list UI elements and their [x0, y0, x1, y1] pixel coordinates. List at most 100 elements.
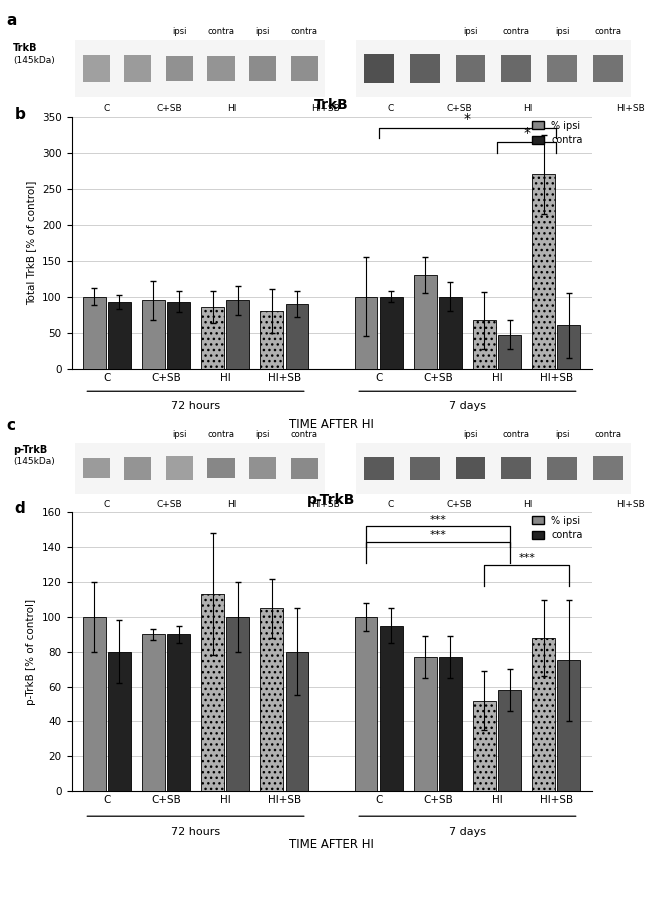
Bar	[499, 334, 521, 369]
Legend: % ipsi, contra: % ipsi, contra	[528, 117, 587, 149]
Bar	[593, 456, 623, 480]
Text: 7 days: 7 days	[449, 827, 486, 837]
Text: ipsi: ipsi	[172, 430, 187, 439]
Bar	[558, 325, 580, 369]
Bar	[499, 690, 521, 791]
Bar	[166, 56, 193, 82]
Bar	[439, 657, 462, 791]
Text: C+SB: C+SB	[447, 104, 472, 113]
Text: ***: ***	[430, 530, 447, 540]
Bar	[547, 457, 577, 480]
Text: ipsi: ipsi	[463, 430, 478, 439]
Text: b: b	[14, 107, 25, 121]
Text: ipsi: ipsi	[463, 27, 478, 36]
Text: C: C	[387, 104, 394, 113]
Text: ipsi: ipsi	[255, 430, 270, 439]
Text: *: *	[523, 126, 530, 140]
Title: TrkB: TrkB	[314, 97, 349, 111]
Bar	[226, 617, 249, 791]
Text: C+SB: C+SB	[156, 104, 182, 113]
Text: HI+SB: HI+SB	[616, 104, 645, 113]
Bar	[285, 304, 308, 369]
Bar	[410, 457, 439, 479]
Bar	[380, 626, 402, 791]
Bar	[142, 300, 164, 369]
Text: HI+SB: HI+SB	[616, 500, 645, 509]
Bar	[532, 638, 555, 791]
Y-axis label: p-TrkB [% of control]: p-TrkB [% of control]	[27, 599, 36, 705]
Text: HI+SB: HI+SB	[311, 500, 339, 509]
Bar	[75, 40, 325, 97]
Legend: % ipsi, contra: % ipsi, contra	[528, 512, 587, 545]
Bar	[83, 56, 110, 83]
Bar	[124, 56, 151, 83]
Text: C: C	[103, 500, 110, 509]
Bar	[473, 320, 496, 369]
Bar	[355, 297, 378, 369]
Bar	[364, 54, 394, 84]
Text: contra: contra	[594, 27, 621, 36]
Text: 72 hours: 72 hours	[171, 827, 220, 837]
Text: d: d	[14, 502, 25, 516]
Bar	[291, 458, 318, 479]
Bar	[124, 457, 151, 479]
Text: contra: contra	[291, 430, 318, 439]
Bar	[83, 297, 105, 369]
Text: ***: ***	[430, 514, 447, 525]
Bar	[249, 56, 276, 82]
Text: contra: contra	[207, 430, 235, 439]
Bar	[356, 443, 630, 494]
Text: p-TrkB: p-TrkB	[13, 445, 47, 455]
Bar	[167, 302, 190, 369]
Bar	[502, 56, 531, 83]
Bar	[593, 56, 623, 83]
Bar	[207, 458, 235, 478]
Text: contra: contra	[207, 27, 235, 36]
Bar	[285, 652, 308, 791]
Text: ipsi: ipsi	[555, 430, 569, 439]
Bar	[356, 40, 630, 97]
Text: HI: HI	[227, 500, 236, 509]
Y-axis label: Total TrkB [% of control]: Total TrkB [% of control]	[27, 181, 36, 305]
Bar	[261, 311, 283, 369]
Text: contra: contra	[291, 27, 318, 36]
Bar	[207, 56, 235, 82]
Text: contra: contra	[503, 430, 530, 439]
Text: TIME AFTER HI: TIME AFTER HI	[289, 418, 374, 431]
Bar	[108, 302, 131, 369]
Bar	[414, 657, 437, 791]
Bar	[226, 300, 249, 369]
Title: p-TrkB: p-TrkB	[307, 493, 356, 507]
Bar	[439, 297, 462, 369]
Text: C+SB: C+SB	[447, 500, 472, 509]
Bar	[142, 635, 164, 791]
Text: *: *	[464, 111, 471, 126]
Bar	[83, 458, 110, 478]
Bar	[166, 456, 193, 480]
Bar	[502, 458, 531, 479]
Text: 7 days: 7 days	[449, 401, 486, 412]
Text: c: c	[6, 419, 16, 433]
Bar	[167, 635, 190, 791]
Bar	[202, 594, 224, 791]
Bar	[202, 307, 224, 369]
Bar	[380, 297, 402, 369]
Text: ipsi: ipsi	[555, 27, 569, 36]
Bar	[410, 54, 439, 84]
Bar	[75, 443, 325, 494]
Bar	[364, 457, 394, 479]
Text: HI: HI	[227, 104, 236, 113]
Text: (145kDa): (145kDa)	[13, 56, 55, 65]
Text: TrkB: TrkB	[13, 43, 38, 53]
Bar	[108, 652, 131, 791]
Text: ipsi: ipsi	[255, 27, 270, 36]
Text: (145kDa): (145kDa)	[13, 457, 55, 466]
Text: C: C	[103, 104, 110, 113]
Text: TIME AFTER HI: TIME AFTER HI	[289, 839, 374, 851]
Bar	[558, 661, 580, 791]
Text: C: C	[387, 500, 394, 509]
Text: HI: HI	[523, 104, 532, 113]
Bar	[532, 174, 555, 369]
Text: ***: ***	[518, 553, 535, 563]
Text: C+SB: C+SB	[156, 500, 182, 509]
